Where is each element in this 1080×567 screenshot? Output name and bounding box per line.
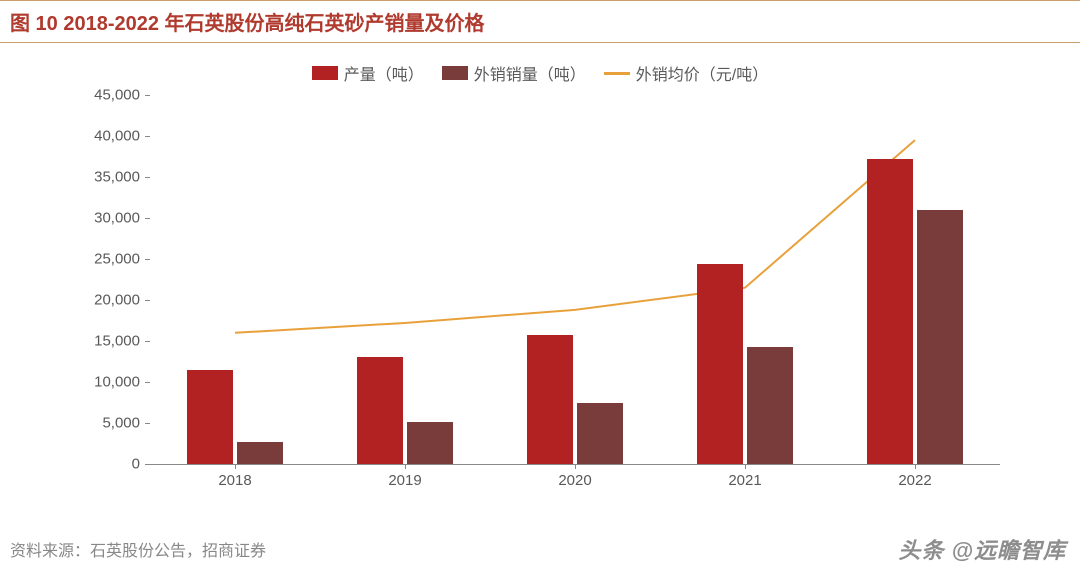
category-group: 2018	[150, 95, 320, 464]
chart-title: 图 10 2018-2022 年石英股份高纯石英砂产销量及价格	[10, 13, 485, 35]
category-group: 2019	[320, 95, 490, 464]
bar-series2	[407, 422, 453, 464]
legend-swatch-series3	[604, 72, 630, 75]
chart-container: { "title": "图 10 2018-2022 年石英股份高纯石英砂产销量…	[0, 0, 1080, 567]
legend-item-series1: 产量（吨）	[312, 61, 424, 85]
x-axis-label: 2022	[830, 464, 1000, 489]
source-note: 资料来源：石英股份公告，招商证券	[10, 537, 266, 561]
category-group: 2021	[660, 95, 830, 464]
x-axis-label: 2020	[490, 464, 660, 489]
y-axis-label: 25,000	[94, 251, 150, 268]
y-axis-label: 30,000	[94, 210, 150, 227]
category-group: 2020	[490, 95, 660, 464]
y-axis-label: 45,000	[94, 87, 150, 104]
y-axis-label: 40,000	[94, 128, 150, 145]
bar-series1	[697, 264, 743, 464]
legend-item-series2: 外销销量（吨）	[442, 61, 586, 85]
y-axis-label: 15,000	[94, 333, 150, 350]
bar-series2	[237, 442, 283, 464]
bar-series2	[577, 403, 623, 464]
y-axis-label: 0	[132, 456, 150, 473]
x-axis-label: 2018	[150, 464, 320, 489]
legend: 产量（吨） 外销销量（吨） 外销均价（元/吨）	[0, 61, 1080, 85]
chart-area: 0 5,000 10,000 15,000 20,000 25,000 30,000 35,0…	[60, 95, 1020, 495]
bar-series1	[357, 357, 403, 464]
bar-series1	[187, 370, 233, 464]
category-group: 2022	[830, 95, 1000, 464]
y-axis-label: 20,000	[94, 292, 150, 309]
x-axis-label: 2021	[660, 464, 830, 489]
x-axis-label: 2019	[320, 464, 490, 489]
y-axis-label: 10,000	[94, 374, 150, 391]
legend-label-series3: 外销均价（元/吨）	[636, 61, 768, 85]
legend-label-series1: 产量（吨）	[344, 61, 424, 85]
bar-series2	[917, 210, 963, 464]
legend-item-series3: 外销均价（元/吨）	[604, 61, 768, 85]
bar-series1	[527, 335, 573, 464]
bar-series1	[867, 159, 913, 464]
legend-label-series2: 外销销量（吨）	[474, 61, 586, 85]
y-axis-label: 35,000	[94, 169, 150, 186]
bar-series2	[747, 347, 793, 464]
legend-swatch-series2	[442, 66, 468, 80]
legend-swatch-series1	[312, 66, 338, 80]
y-axis-label: 5,000	[102, 415, 150, 432]
plot-area: 05,00010,00015,00020,00025,00030,00035,0…	[150, 95, 1000, 465]
watermark: 头条 @远瞻智库	[898, 533, 1066, 565]
chart-title-bar: 图 10 2018-2022 年石英股份高纯石英砂产销量及价格	[0, 0, 1080, 43]
